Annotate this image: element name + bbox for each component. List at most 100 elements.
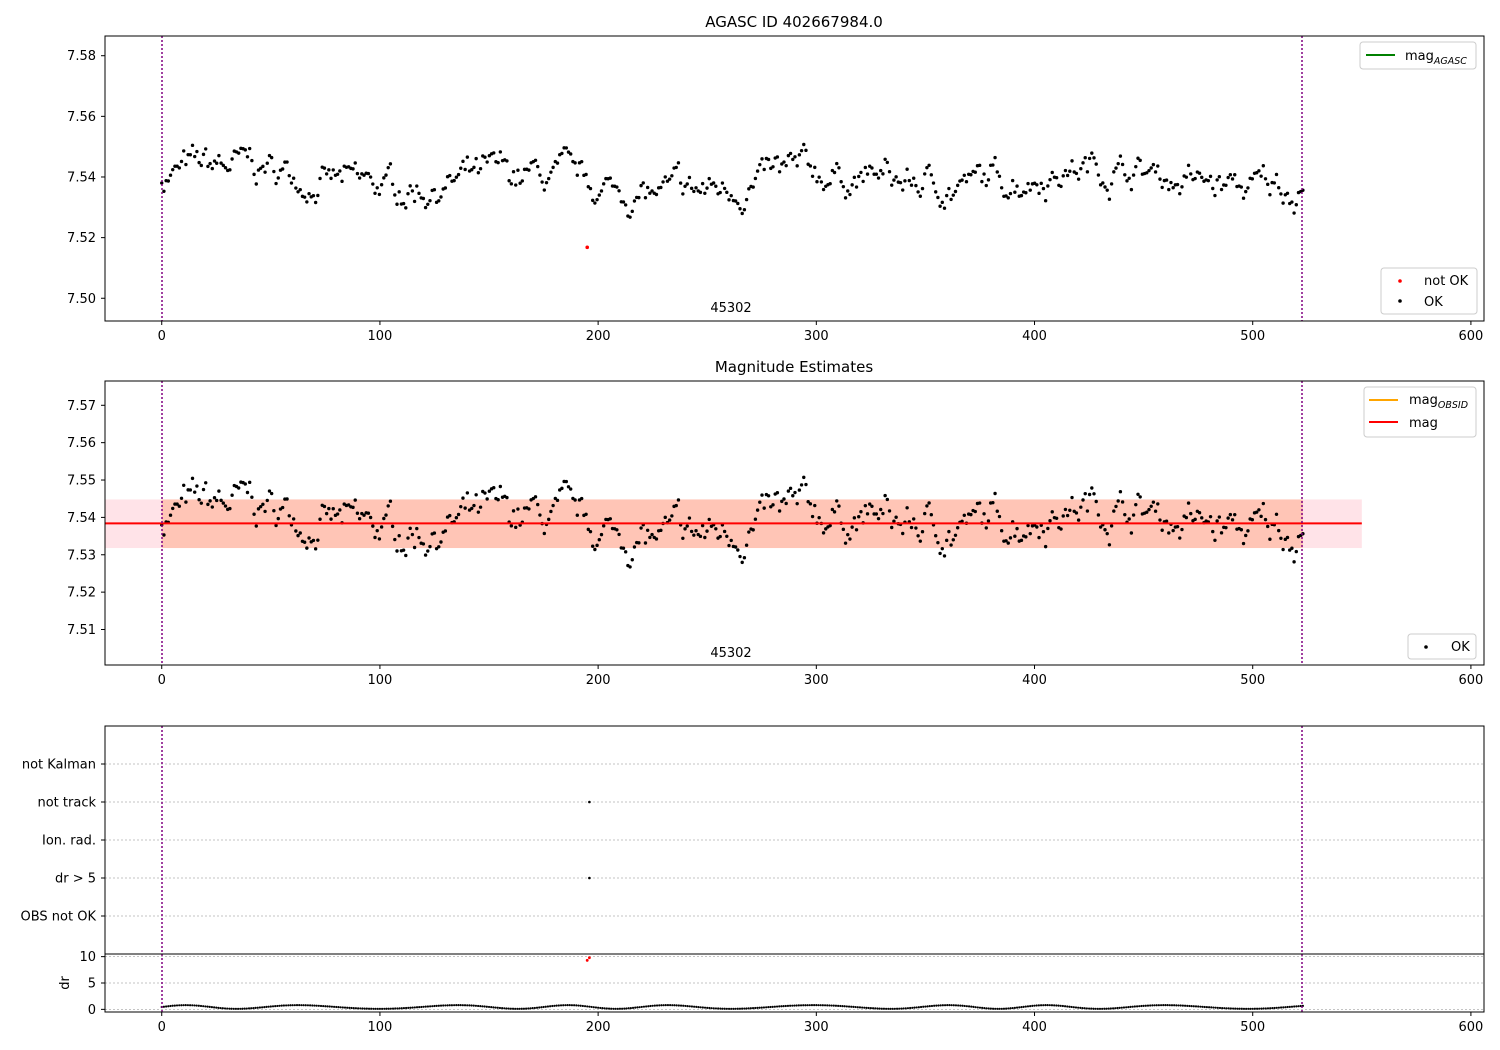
dr-point [276, 1004, 279, 1008]
ok-point [929, 173, 934, 177]
ok-point [373, 191, 377, 195]
dr-point [669, 1004, 672, 1007]
ok-point [338, 508, 342, 512]
ok-point [953, 533, 958, 537]
ok-point [663, 515, 667, 520]
ok-point [1186, 163, 1191, 168]
dr-point [223, 1007, 227, 1010]
ok-point [700, 181, 705, 186]
ok-point [324, 511, 329, 516]
ok-point [905, 506, 909, 510]
ok-point [1277, 528, 1281, 533]
ok-point [544, 180, 549, 185]
dr-point [961, 1004, 964, 1007]
ok-point [1263, 517, 1268, 522]
dr-point [957, 1004, 960, 1007]
dr-point [1210, 1006, 1213, 1009]
legend-marker-not-ok [1398, 279, 1402, 283]
dr-point [1005, 1007, 1008, 1010]
dr-point [1092, 1007, 1095, 1010]
ok-point [195, 149, 199, 154]
dr-point [727, 1007, 731, 1010]
ok-point [162, 533, 166, 537]
ok-point [1120, 162, 1125, 167]
ok-point [549, 509, 553, 514]
ok-point [670, 514, 674, 518]
ok-point [751, 185, 755, 189]
ok-point [1092, 156, 1096, 160]
dr-point [581, 1004, 584, 1008]
ok-point [733, 545, 738, 549]
dr-point [603, 1007, 606, 1010]
ok-point [1261, 164, 1266, 168]
dr-point [313, 1004, 316, 1007]
dr-point [282, 1004, 286, 1007]
dr-point [837, 1004, 840, 1007]
ok-point [681, 536, 685, 540]
dr-point [1081, 1006, 1084, 1010]
dr-point [1029, 1004, 1032, 1008]
dr-point [293, 1004, 296, 1007]
ok-point [404, 206, 408, 210]
ok-point [527, 507, 531, 511]
dr-point [551, 1004, 554, 1008]
ok-point [758, 162, 762, 167]
dr-point [1105, 1007, 1108, 1010]
legend-marker-ok [1398, 299, 1402, 303]
ok-point [322, 504, 327, 509]
ok-point [584, 512, 588, 516]
ok-point [683, 527, 687, 531]
ok-point [302, 195, 307, 199]
ok-point [1063, 507, 1068, 512]
dr-point [363, 1007, 366, 1010]
dr-point [295, 1004, 299, 1007]
ok-point [859, 170, 863, 175]
ok-point [1290, 546, 1294, 550]
dr-point [930, 1004, 934, 1008]
ok-point [401, 201, 406, 206]
ok-point [762, 167, 766, 172]
ok-point [269, 155, 274, 160]
dr-point [861, 1006, 864, 1009]
dr-point [1009, 1007, 1012, 1010]
ok-point [245, 490, 250, 495]
dr-point [653, 1004, 656, 1007]
dr-point [765, 1006, 768, 1009]
ok-point [483, 491, 487, 495]
dr-point [976, 1006, 979, 1009]
ok-point [1105, 188, 1109, 192]
dr-point [1026, 1005, 1030, 1008]
dr-point [1223, 1007, 1226, 1010]
ok-point [415, 526, 419, 531]
legend-label-mag: mag [1409, 416, 1438, 431]
dr-point [442, 1004, 445, 1007]
ok-point [766, 157, 771, 162]
ok-point [780, 162, 784, 166]
dr-point [374, 1007, 377, 1010]
ok-point [936, 540, 940, 545]
ok-point [934, 534, 938, 538]
ok-point [1109, 524, 1114, 528]
ok-point [287, 514, 291, 518]
ok-point [1219, 531, 1224, 535]
dr-point [983, 1007, 986, 1010]
dr-point [520, 1007, 523, 1010]
dr-point [490, 1006, 493, 1009]
ok-point [949, 197, 953, 202]
ok-point [870, 166, 874, 170]
dr-point [319, 1004, 323, 1008]
dr-point [658, 1004, 661, 1007]
ok-point [397, 533, 401, 538]
dr-point [909, 1006, 912, 1010]
ok-point [1246, 186, 1250, 190]
ok-point [553, 496, 558, 501]
dr-point [496, 1006, 499, 1009]
ok-point [538, 513, 542, 517]
ok-point [470, 167, 474, 172]
dr-point [756, 1006, 759, 1009]
ok-point [1208, 174, 1213, 179]
ok-point [551, 165, 555, 170]
dr-point [533, 1006, 536, 1010]
ok-point [870, 504, 874, 508]
